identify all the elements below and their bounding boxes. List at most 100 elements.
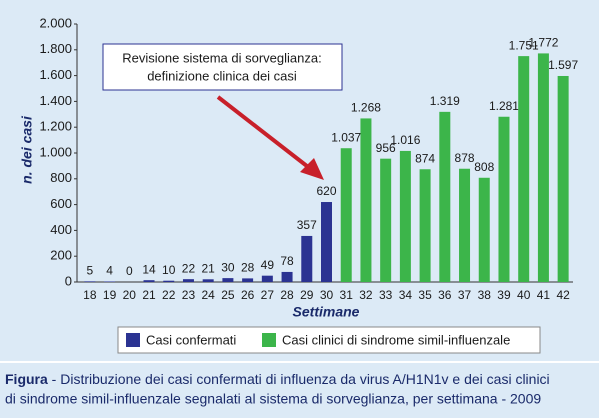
y-tick-label: 1.200	[39, 119, 72, 134]
bar	[104, 281, 116, 282]
annotation-box	[102, 43, 343, 91]
bar	[182, 279, 194, 282]
bar	[163, 280, 175, 282]
bar	[202, 279, 214, 282]
arrow	[216, 95, 314, 172]
value-label: 956	[376, 141, 396, 155]
value-label: 78	[280, 254, 294, 268]
y-tick-label: 1.400	[39, 93, 72, 108]
annotation: definizione clinica dei casi	[147, 68, 297, 83]
x-tick-label: 18	[83, 288, 97, 302]
legend-swatch	[126, 333, 140, 347]
value-label: 1.772	[528, 36, 558, 50]
x-axis-title: Settimane	[293, 304, 360, 320]
caption: Figura - Distribuzione dei casi conferma…	[5, 371, 550, 387]
y-tick-label: 400	[50, 222, 72, 237]
bar	[459, 168, 471, 282]
bar	[537, 53, 549, 282]
value-label: 5	[87, 264, 94, 278]
x-tick-label: 27	[261, 288, 275, 302]
annotation: Revisione sistema di sorveglianza:	[122, 50, 321, 65]
x-tick-label: 35	[418, 288, 432, 302]
bar	[478, 177, 490, 282]
value-label: 14	[142, 262, 156, 276]
x-tick-label: 42	[556, 288, 570, 302]
bar	[261, 275, 273, 282]
value-label: 22	[182, 261, 196, 275]
y-tick-label: 0	[65, 273, 72, 288]
bar	[360, 118, 372, 282]
y-tick-label: 800	[50, 170, 72, 185]
y-tick-label: 600	[50, 196, 72, 211]
x-tick-label: 38	[478, 288, 492, 302]
value-label: 874	[415, 151, 435, 165]
value-label: 878	[455, 151, 475, 165]
legend-label: Casi confermati	[146, 332, 236, 347]
x-tick-label: 29	[300, 288, 314, 302]
value-label: 620	[316, 184, 336, 198]
y-tick-label: 2.000	[39, 15, 72, 30]
x-tick-label: 24	[202, 288, 216, 302]
value-label: 357	[297, 218, 317, 232]
value-label: 4	[106, 264, 113, 278]
x-tick-label: 41	[537, 288, 551, 302]
x-tick-label: 37	[458, 288, 472, 302]
x-tick-label: 26	[241, 288, 255, 302]
bar	[143, 280, 155, 282]
value-label: 1.597	[548, 58, 578, 72]
caption-text: - Distribuzione dei casi confermati di i…	[48, 371, 550, 387]
value-label: 1.016	[390, 133, 420, 147]
x-tick-label: 25	[221, 288, 235, 302]
x-tick-label: 32	[359, 288, 373, 302]
arrowhead	[300, 158, 324, 180]
bar	[518, 56, 530, 282]
value-label: 21	[202, 261, 216, 275]
x-tick-label: 39	[497, 288, 511, 302]
x-tick-label: 19	[103, 288, 117, 302]
bar	[281, 271, 293, 282]
value-label: 49	[261, 258, 275, 272]
x-tick-label: 28	[280, 288, 294, 302]
x-tick-label: 20	[123, 288, 137, 302]
y-tick-label: 1.800	[39, 41, 72, 56]
value-label: 808	[474, 160, 494, 174]
value-label: 30	[221, 260, 235, 274]
value-label: 10	[162, 263, 176, 277]
value-label: 1.268	[351, 101, 381, 115]
bar	[399, 150, 411, 282]
bar	[439, 111, 451, 282]
bar	[419, 169, 431, 282]
y-tick-label: 200	[50, 248, 72, 263]
y-tick-label: 1.000	[39, 144, 72, 159]
x-tick-label: 21	[142, 288, 156, 302]
value-label: 0	[126, 264, 133, 278]
legend	[117, 326, 541, 354]
bar	[242, 278, 254, 282]
value-label: 1.037	[331, 130, 361, 144]
bar	[557, 75, 569, 282]
x-tick-label: 22	[162, 288, 176, 302]
x-tick-label: 36	[438, 288, 452, 302]
bar	[84, 281, 96, 282]
x-tick-label: 34	[399, 288, 413, 302]
bar	[380, 158, 392, 282]
value-label: 1.281	[489, 99, 519, 113]
x-tick-label: 30	[320, 288, 334, 302]
bar	[340, 148, 352, 282]
x-tick-label: 40	[517, 288, 531, 302]
bar	[498, 116, 510, 282]
x-tick-label: 23	[182, 288, 196, 302]
x-tick-label: 33	[379, 288, 393, 302]
value-label: 1.319	[430, 94, 460, 108]
caption-label: Figura	[5, 371, 48, 387]
x-tick-label: 31	[340, 288, 354, 302]
value-label: 1.751	[509, 38, 539, 52]
value-label: 28	[241, 261, 255, 275]
y-axis-title: n. dei casi	[19, 115, 35, 184]
bar	[222, 278, 234, 282]
bar	[301, 235, 313, 282]
caption-text: di sindrome simil-influenzale segnalati …	[5, 391, 541, 407]
legend-label: Casi clinici di sindrome simil-influenza…	[282, 332, 510, 347]
bar	[321, 202, 332, 282]
